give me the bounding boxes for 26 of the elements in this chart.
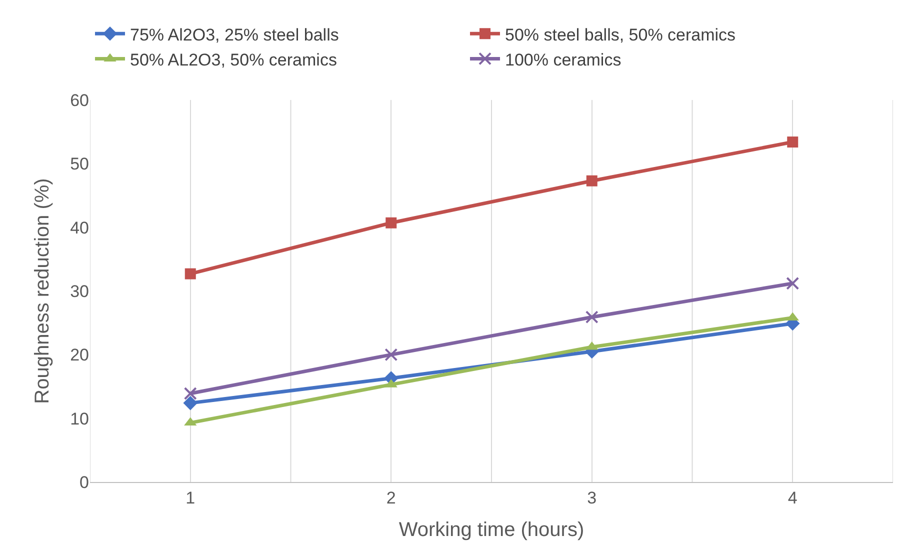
point [384, 348, 398, 362]
x-tick-label: 1 [186, 488, 196, 508]
legend-label: 50% AL2O3, 50% ceramics [130, 50, 337, 70]
y-tick-label: 30 [70, 282, 89, 301]
x-tick-label: 3 [587, 488, 597, 508]
y-tick-label: 60 [70, 90, 89, 110]
y-tick-label: 0 [80, 472, 89, 492]
y-tick-label: 20 [70, 346, 89, 365]
y-axis-title: Roughness reduction (%) [32, 178, 54, 404]
point [585, 310, 598, 324]
legend-label: 50% steel balls, 50% ceramics [505, 25, 736, 44]
point [184, 268, 196, 280]
legend-label: 75% Al2O3, 25% steel balls [130, 25, 339, 44]
x-tick-label: 4 [788, 488, 798, 508]
x-tick-label: 2 [386, 488, 396, 508]
point [184, 387, 197, 400]
point [787, 136, 798, 148]
y-tick-label: 40 [70, 218, 89, 238]
y-tick-label: 10 [70, 409, 89, 428]
point [386, 217, 397, 228]
y-tick-label: 50 [70, 154, 89, 174]
point [586, 175, 598, 186]
point [183, 396, 198, 410]
x-axis-title: Working time (hours) [398, 518, 584, 541]
legend-label: 100% ceramics [505, 50, 622, 70]
point [786, 276, 800, 290]
